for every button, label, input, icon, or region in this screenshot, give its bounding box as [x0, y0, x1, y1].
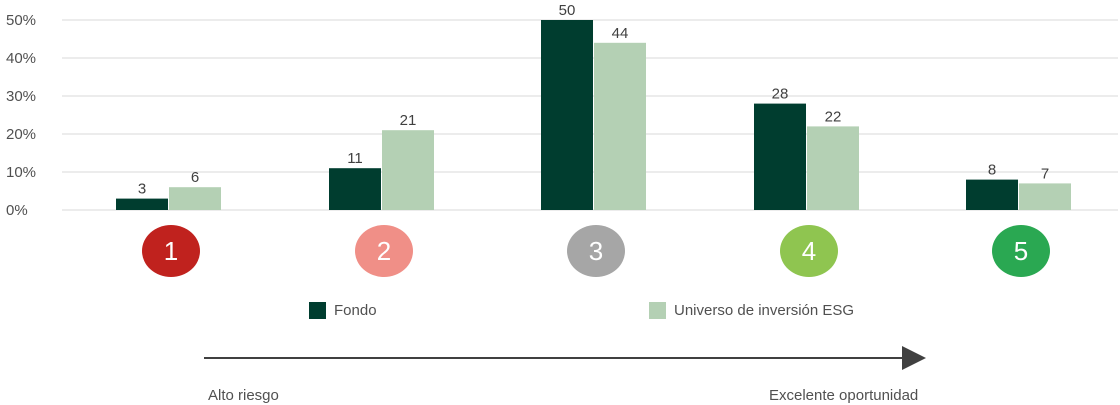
bars — [116, 20, 1071, 210]
data-label: 8 — [988, 162, 996, 179]
risk-arrow — [204, 346, 926, 370]
category-label: 3 — [589, 236, 603, 266]
category-label: 1 — [164, 236, 178, 266]
category-circle-4: 4 — [780, 225, 838, 277]
category-label: 5 — [1014, 236, 1028, 266]
data-label: 44 — [612, 25, 629, 42]
category-circle-1: 1 — [142, 225, 200, 277]
category-circle-shape — [567, 225, 625, 277]
category-circle-shape — [992, 225, 1050, 277]
arrow-end-label: Excelente oportunidad — [769, 387, 919, 404]
category-label: 4 — [802, 236, 816, 266]
y-tick-label: 40% — [6, 50, 36, 67]
bar-fondo-1 — [116, 198, 168, 210]
category-circle-shape — [355, 225, 413, 277]
category-circle-2: 2 — [355, 225, 413, 277]
data-label: 3 — [138, 181, 146, 198]
category-circle-5: 5 — [992, 225, 1050, 277]
legend-swatch-fondo — [309, 302, 326, 319]
y-tick-label: 50% — [6, 12, 36, 29]
y-axis: 0% 10% 20% 30% 40% 50% — [6, 12, 36, 219]
bar-esg-3 — [594, 42, 646, 210]
data-labels: 3 6 11 21 50 44 28 22 8 7 — [138, 2, 1049, 198]
y-tick-label: 0% — [6, 202, 28, 219]
bar-fondo-5 — [966, 179, 1018, 210]
data-label: 7 — [1041, 165, 1049, 182]
category-circles: 1 2 3 4 5 — [142, 225, 1050, 277]
bar-esg-1 — [169, 187, 221, 210]
data-label: 6 — [191, 169, 199, 186]
data-label: 50 — [559, 2, 576, 19]
bar-esg-5 — [1019, 183, 1071, 210]
category-circle-3: 3 — [567, 225, 625, 277]
category-circle-shape — [780, 225, 838, 277]
bar-fondo-2 — [329, 168, 381, 210]
y-tick-label: 20% — [6, 126, 36, 143]
arrow-start-label: Alto riesgo — [208, 387, 279, 404]
legend-item-esg: Universo de inversión ESG — [649, 302, 854, 319]
category-circle-shape — [142, 225, 200, 277]
legend-label-esg: Universo de inversión ESG — [674, 302, 855, 319]
y-tick-label: 30% — [6, 88, 36, 105]
data-label: 21 — [400, 112, 417, 129]
data-label: 22 — [825, 108, 842, 125]
bar-esg-4 — [807, 126, 859, 210]
legend-label-fondo: Fondo — [334, 302, 377, 319]
category-label: 2 — [377, 236, 391, 266]
legend-swatch-esg — [649, 302, 666, 319]
bar-fondo-4 — [754, 103, 806, 210]
bar-fondo-3 — [541, 20, 593, 210]
data-label: 28 — [772, 86, 789, 103]
bar-esg-2 — [382, 130, 434, 210]
y-tick-label: 10% — [6, 164, 36, 181]
data-label: 11 — [347, 150, 363, 167]
legend-item-fondo: Fondo — [309, 302, 377, 319]
